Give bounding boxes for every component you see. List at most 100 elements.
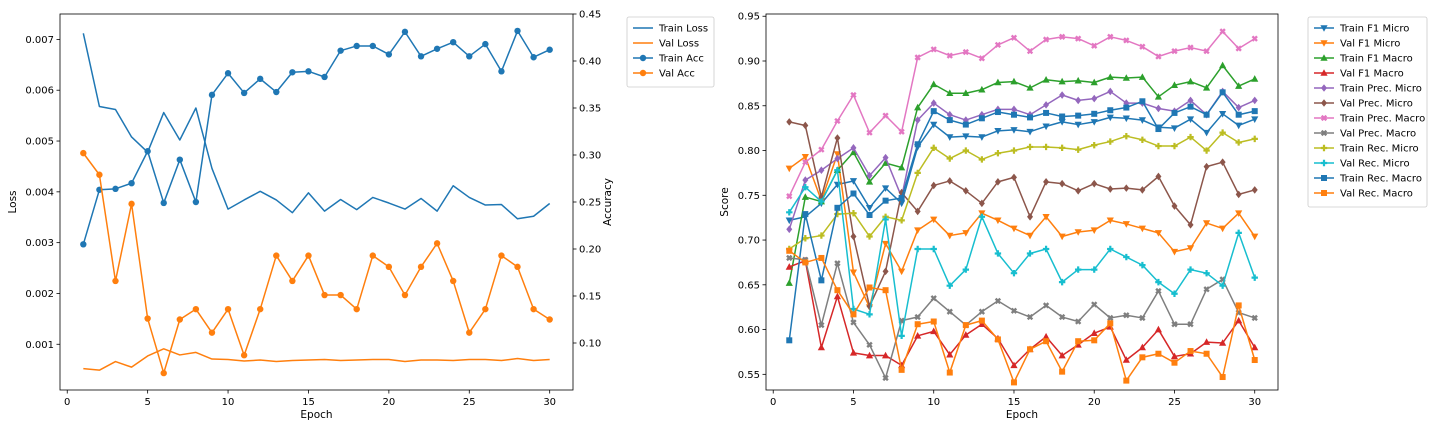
series-val-f1-micro [785, 151, 1259, 311]
data-point-val-f1-macro [1219, 339, 1227, 346]
data-point-train-rec-micro [978, 156, 986, 163]
data-point-train-prec-micro [1043, 101, 1050, 109]
data-point-val-f1-micro [849, 269, 858, 277]
legend-marker [1320, 144, 1328, 152]
data-point-val-prec-micro [1171, 202, 1178, 210]
data-point-train-f1-macro [1219, 61, 1227, 69]
data-point-val-prec-micro [1075, 187, 1082, 195]
data-point-val-prec-macro [914, 313, 921, 321]
data-point-val-acc [401, 291, 409, 299]
data-point-train-prec-micro [1107, 87, 1114, 96]
data-point-train-acc [546, 46, 553, 53]
loss-accuracy-x-axis-label: Epoch [300, 409, 332, 421]
data-point-train-prec-micro [930, 99, 937, 107]
data-point-val-rec-micro [946, 282, 953, 289]
data-point-val-rec-micro [978, 213, 986, 220]
data-point-val-rec-macro [1027, 346, 1034, 353]
data-point-train-f1-micro [865, 205, 874, 212]
data-point-val-acc [96, 171, 103, 178]
loss-accuracy-series [80, 27, 553, 377]
data-point-val-prec-micro [1219, 158, 1226, 166]
data-point-train-rec-macro [834, 204, 841, 211]
data-point-train-rec-micro [1042, 143, 1050, 151]
data-point-val-f1-macro [1170, 352, 1179, 360]
y2-tick-label: 0.40 [579, 57, 601, 68]
data-point-val-acc [160, 369, 167, 377]
data-point-train-f1-macro [1074, 76, 1082, 84]
data-point-val-prec-micro [1043, 178, 1050, 186]
data-point-val-acc [385, 263, 393, 271]
x-tick-label: 15 [1008, 397, 1021, 408]
data-point-train-acc [305, 68, 312, 75]
data-point-val-prec-micro [1203, 162, 1210, 171]
data-point-val-prec-micro [1107, 185, 1114, 193]
data-point-train-prec-macro [818, 146, 825, 153]
data-point-train-prec-macro [1010, 34, 1018, 41]
data-point-train-rec-micro [994, 150, 1002, 157]
data-point-val-prec-macro [946, 308, 953, 315]
data-point-val-prec-micro [914, 207, 921, 216]
data-point-val-f1-micro [1090, 227, 1098, 234]
legend-item-train-loss: Train Loss [633, 24, 708, 35]
data-point-val-rec-micro [930, 245, 937, 253]
x-tick-label: 0 [64, 397, 70, 408]
data-point-train-f1-micro [1202, 129, 1211, 137]
data-point-val-rec-micro [882, 216, 889, 223]
series-train-f1-micro [785, 111, 1259, 225]
data-point-val-rec-macro [914, 321, 921, 328]
data-point-val-acc [498, 252, 505, 259]
score-metrics-ticks: 0 5 10 15 20 25 30 0.55 0.60 0.65 0.70 0.75 0.80 0.85… [738, 12, 1261, 408]
y-tick-label: 0.80 [738, 146, 760, 157]
loss-accuracy-ticks: 0 5 10 15 20 25 30 0.001 0.002 0.003 0.004 0.005 0.0… [25, 10, 601, 409]
data-point-val-prec-macro [1042, 302, 1050, 309]
data-point-train-acc [289, 69, 296, 76]
data-point-train-prec-macro [834, 117, 841, 125]
legend-marker [1320, 159, 1328, 167]
data-point-val-rec-macro [978, 317, 985, 324]
y-tick-label: 0.75 [738, 191, 760, 202]
data-point-val-acc [273, 252, 280, 259]
data-point-val-rec-micro [1235, 229, 1242, 237]
data-point-train-prec-micro [882, 153, 889, 162]
data-point-train-rec-macro [1043, 109, 1050, 116]
data-point-val-rec-macro [1235, 302, 1242, 309]
legend-marker [1320, 25, 1328, 32]
data-point-train-prec-macro [850, 91, 857, 99]
data-point-train-rec-macro [1091, 110, 1098, 117]
series-val-loss [83, 348, 550, 371]
legend-item-val-f1-macro: Val F1 Macro [1314, 69, 1404, 80]
data-point-train-rec-macro [1235, 111, 1242, 118]
x-tick-label: 10 [927, 397, 940, 408]
data-point-train-f1-micro [1106, 114, 1114, 122]
data-point-val-f1-macro [1058, 351, 1066, 359]
data-point-val-rec-macro [962, 322, 969, 329]
data-point-train-acc [112, 185, 119, 193]
data-point-val-f1-micro [1042, 213, 1050, 221]
data-point-train-rec-micro [914, 169, 921, 177]
data-point-val-f1-macro [849, 349, 858, 356]
data-point-val-f1-macro [1122, 356, 1130, 363]
data-point-train-rec-macro [978, 115, 985, 122]
data-point-val-prec-macro [818, 321, 825, 329]
data-point-val-acc [176, 316, 184, 323]
data-point-train-f1-macro [1251, 75, 1259, 82]
data-point-val-rec-micro [1203, 269, 1210, 277]
data-point-val-rec-micro [866, 311, 873, 318]
data-point-train-prec-macro [994, 41, 1002, 49]
data-point-val-prec-macro [1075, 318, 1082, 325]
data-point-val-acc [305, 252, 312, 259]
data-point-val-acc [449, 277, 457, 285]
data-point-val-rec-micro [850, 305, 857, 313]
data-point-train-acc [321, 73, 328, 81]
data-point-val-rec-micro [898, 332, 905, 340]
data-point-train-f1-macro [1170, 81, 1179, 88]
data-point-val-rec-macro [994, 336, 1001, 343]
series-line-train-loss [82, 33, 551, 220]
data-point-train-rec-micro [802, 235, 809, 242]
data-point-val-f1-micro [994, 217, 1002, 225]
y-tick-label: 0.006 [25, 86, 54, 97]
data-point-val-f1-micro [930, 216, 938, 224]
data-point-val-f1-micro [962, 230, 970, 237]
data-point-train-rec-macro [786, 337, 793, 344]
legend-box [626, 16, 715, 88]
